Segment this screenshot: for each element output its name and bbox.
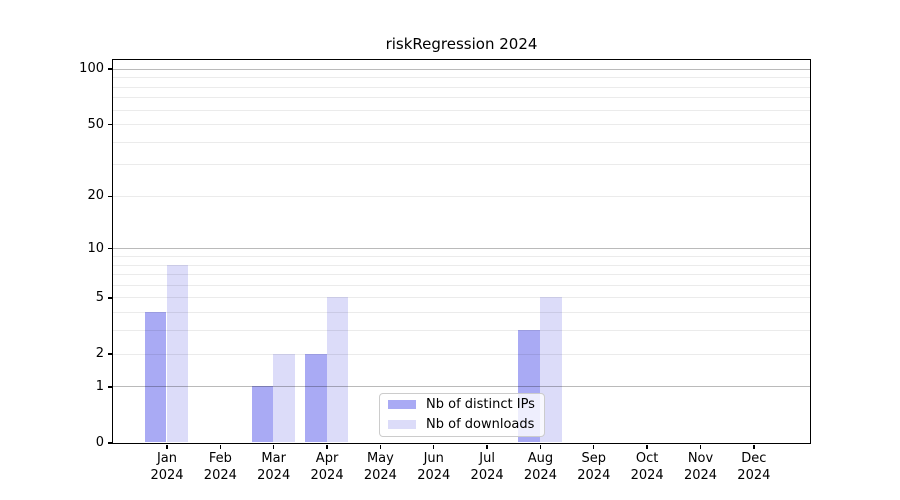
gridline-minor-80 [112, 86, 810, 88]
y-tick-label-5: 5 [95, 289, 104, 305]
x-tick-mark-jan [166, 444, 168, 449]
x-tick-label-jul: Jul 2024 [470, 451, 504, 483]
x-tick-mark-dec [753, 444, 755, 449]
gridline-major-10 [112, 248, 810, 250]
gridline-minor-5 [112, 297, 810, 299]
gridline-minor-7 [112, 274, 810, 276]
x-tick-label-dec: Dec 2024 [737, 451, 771, 483]
bar-distinct-ips-jan [144, 312, 167, 443]
gridline-minor-20 [112, 195, 810, 197]
gridline-minor-50 [112, 124, 810, 126]
plot-area [111, 58, 811, 444]
y-tick-label-1: 1 [95, 378, 104, 394]
x-tick-label-sep: Sep 2024 [577, 451, 611, 483]
x-tick-label-jun: Jun 2024 [417, 451, 451, 483]
gridline-minor-3 [112, 330, 810, 332]
y-tick-mark-2 [107, 353, 112, 355]
y-tick-mark-10 [107, 248, 112, 250]
x-tick-label-feb: Feb 2024 [203, 451, 237, 483]
x-tick-mark-may [379, 444, 382, 449]
y-tick-label-50: 50 [87, 116, 104, 132]
x-tick-label-oct: Oct 2024 [630, 451, 664, 483]
gridline-minor-6 [112, 284, 810, 286]
x-tick-label-nov: Nov 2024 [683, 451, 718, 483]
bar-distinct-ips-apr [304, 353, 327, 443]
bar-downloads-mar [273, 353, 295, 443]
gridline-minor-70 [112, 97, 810, 99]
x-tick-label-jan: Jan 2024 [150, 451, 184, 483]
x-tick-mark-aug [539, 444, 542, 449]
gridline-minor-4 [112, 312, 810, 314]
legend-label-distinct-ips: Nb of distinct IPs [426, 397, 535, 412]
gridline-minor-40 [112, 141, 810, 143]
legend-item-distinct-ips: Nb of distinct IPs [388, 397, 536, 412]
x-tick-mark-nov [699, 444, 702, 449]
gridline-minor-9 [112, 256, 810, 257]
gridline-minor-60 [112, 109, 810, 111]
y-tick-label-10: 10 [87, 240, 104, 256]
x-tick-mark-sep [593, 444, 595, 449]
bar-downloads-aug [539, 297, 562, 443]
plot-inner [112, 60, 810, 443]
x-tick-mark-oct [646, 444, 648, 449]
x-tick-mark-jun [433, 444, 435, 449]
bar-downloads-apr [326, 297, 349, 443]
y-tick-label-20: 20 [87, 188, 104, 204]
bar-downloads-jan [166, 264, 189, 443]
gridline-minor-30 [112, 164, 810, 166]
legend-swatch-downloads [388, 420, 416, 429]
gridline-minor-8 [112, 264, 810, 266]
y-tick-label-0: 0 [95, 435, 104, 450]
legend-label-downloads: Nb of downloads [426, 417, 535, 432]
gridline-minor-2 [112, 353, 810, 355]
y-tick-mark-0 [107, 442, 112, 444]
y-tick-label-2: 2 [95, 346, 104, 362]
legend-swatch-distinct-ips [388, 400, 416, 409]
y-tick-mark-100 [107, 68, 112, 70]
gridline-major-100 [112, 68, 810, 70]
bar-distinct-ips-mar [251, 386, 274, 443]
chart-title: riskRegression 2024 [385, 35, 538, 53]
y-tick-mark-1 [107, 386, 112, 388]
gridline-minor-90 [112, 77, 810, 79]
x-tick-label-mar: Mar 2024 [257, 451, 291, 483]
x-tick-mark-jul [486, 444, 488, 449]
x-tick-mark-feb [219, 444, 222, 449]
x-tick-label-aug: Aug 2024 [523, 451, 557, 483]
y-tick-mark-20 [107, 195, 112, 198]
y-tick-label-100: 100 [79, 61, 104, 77]
x-tick-mark-apr [326, 444, 328, 449]
x-tick-mark-mar [273, 444, 275, 449]
x-tick-label-may: May 2024 [363, 451, 397, 483]
legend: Nb of distinct IPs Nb of downloads [379, 392, 545, 437]
legend-item-downloads: Nb of downloads [388, 417, 536, 432]
y-tick-mark-5 [107, 297, 112, 299]
gridline-major-1 [112, 386, 810, 388]
y-tick-mark-50 [107, 123, 112, 126]
x-tick-label-apr: Apr 2024 [310, 451, 344, 483]
